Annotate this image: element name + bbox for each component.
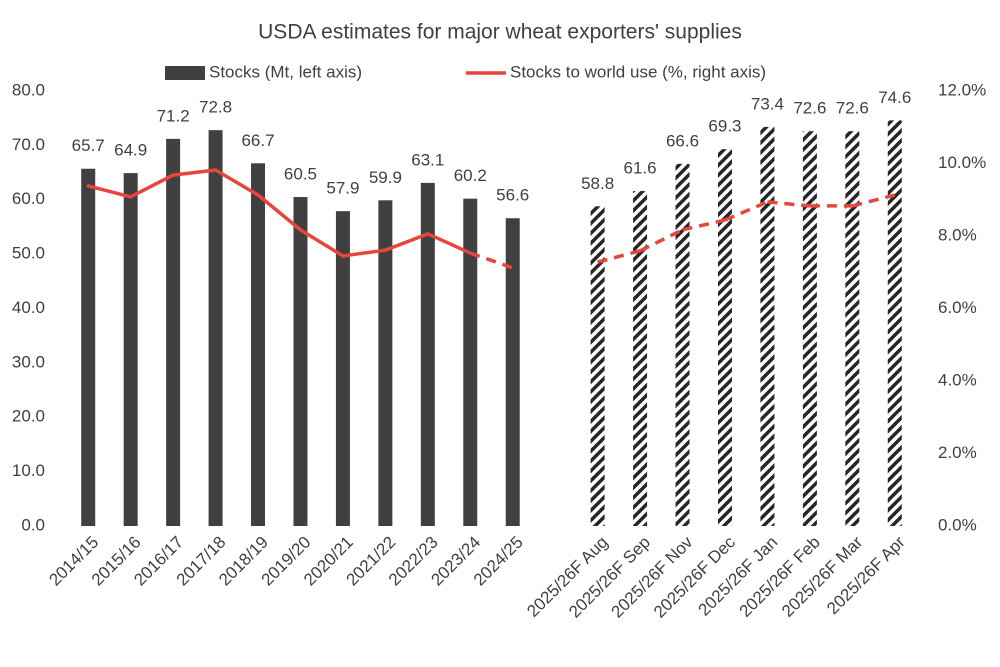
data-label: 58.8 [581, 174, 614, 193]
y2-tick-label: 6.0% [938, 298, 977, 317]
bar [675, 163, 690, 527]
data-label: 73.4 [751, 94, 784, 113]
line-segment [171, 168, 218, 177]
legend-swatch [165, 66, 205, 80]
data-label: 56.6 [496, 186, 529, 205]
data-label: 72.6 [836, 99, 869, 118]
bar [251, 163, 266, 526]
bar [760, 126, 775, 526]
data-label: 74.6 [878, 88, 911, 107]
y2-tick-label: 12.0% [938, 80, 986, 99]
bar [81, 168, 96, 526]
y2-tick-label: 0.0% [938, 515, 977, 534]
bar [420, 182, 435, 527]
data-label: 72.6 [793, 99, 826, 118]
legend-label: Stocks (Mt, left axis) [209, 62, 362, 81]
bar [717, 149, 732, 526]
y-tick-label: 20.0 [12, 407, 45, 426]
bar [335, 211, 350, 526]
bar [887, 120, 902, 527]
line-segment [426, 232, 473, 255]
bar [802, 131, 817, 527]
data-label: 63.1 [411, 150, 444, 169]
line-segment [597, 249, 641, 264]
data-label: 66.7 [241, 131, 274, 150]
bar [505, 218, 520, 527]
line-segment [469, 251, 514, 270]
data-label: 71.2 [157, 106, 190, 125]
line-segment [851, 193, 896, 208]
bar [293, 197, 308, 526]
y-tick-label: 10.0 [12, 461, 45, 480]
y-tick-label: 30.0 [12, 352, 45, 371]
line-segment [256, 193, 303, 232]
bar [633, 191, 648, 527]
bar [378, 200, 393, 526]
data-label: 59.9 [369, 168, 402, 187]
bar [590, 206, 605, 526]
bar [166, 138, 181, 526]
data-label: 64.9 [114, 141, 147, 160]
bar [845, 131, 860, 527]
bar [463, 198, 478, 526]
chart-title: USDA estimates for major wheat exporters… [258, 21, 742, 44]
line-segment [724, 200, 769, 222]
y-tick-label: 70.0 [12, 135, 45, 154]
data-label: 69.3 [708, 117, 741, 136]
bar [208, 130, 223, 526]
line-segment [639, 228, 684, 253]
y-tick-label: 50.0 [12, 244, 45, 263]
y-tick-label: 60.0 [12, 189, 45, 208]
y2-tick-label: 10.0% [938, 153, 986, 172]
line-segment [298, 228, 345, 258]
line-segment [341, 248, 388, 258]
y-tick-label: 80.0 [12, 80, 45, 99]
y2-tick-label: 2.0% [938, 443, 977, 462]
y-tick-label: 0.0 [21, 515, 45, 534]
data-label: 65.7 [72, 136, 105, 155]
data-label: 60.2 [454, 166, 487, 185]
data-label: 66.6 [666, 131, 699, 150]
line-segment [682, 218, 726, 232]
data-label: 57.9 [326, 179, 359, 198]
data-label: 72.8 [199, 98, 232, 117]
y-tick-label: 40.0 [12, 298, 45, 317]
data-label: 60.5 [284, 165, 317, 184]
line-segment [128, 173, 175, 199]
y2-tick-label: 4.0% [938, 370, 977, 389]
legend-label: Stocks to world use (%, right axis) [510, 62, 766, 81]
line-segment [213, 168, 260, 197]
y2-tick-label: 8.0% [938, 225, 977, 244]
data-label: 61.6 [624, 159, 657, 178]
line-segment [383, 232, 430, 252]
bar [123, 173, 138, 526]
line-segment [86, 184, 133, 199]
line-segment [767, 200, 811, 208]
